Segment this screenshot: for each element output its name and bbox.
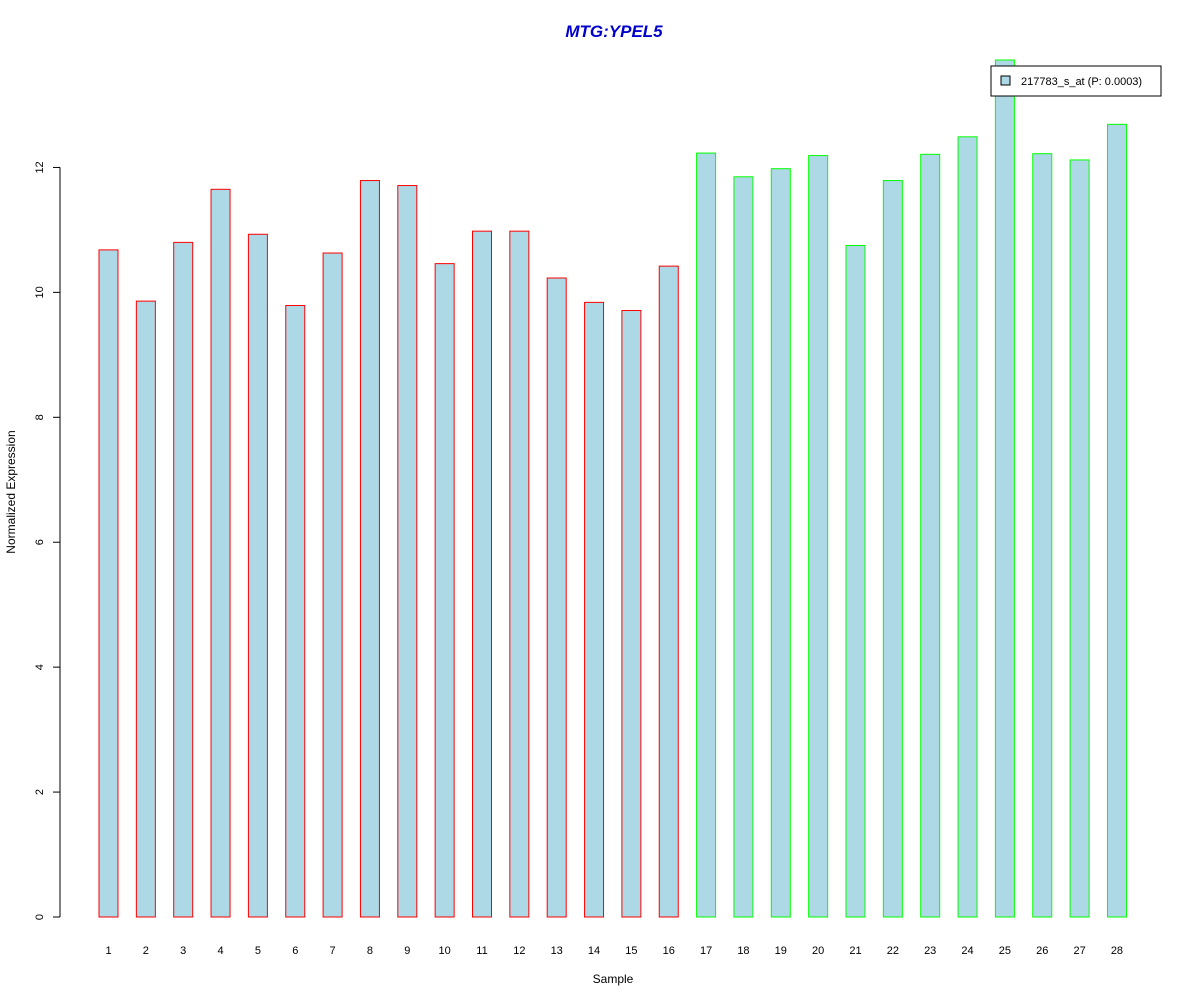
bar-sample-16 (658, 265, 679, 918)
bar-sample-24 (957, 136, 978, 918)
x-tick-label: 23 (924, 945, 936, 957)
x-tick-label: 27 (1073, 945, 1085, 957)
x-tick-label: 4 (217, 945, 223, 957)
chart-title: MTG:YPEL5 (565, 22, 663, 41)
bar-sample-13 (546, 277, 567, 918)
x-tick-label: 14 (588, 945, 600, 957)
x-axis-label: Sample (593, 972, 634, 986)
bar-sample-23 (920, 153, 941, 918)
x-tick-label: 22 (887, 945, 899, 957)
x-tick-label: 11 (476, 945, 487, 957)
bar-sample-22 (882, 180, 903, 918)
bars (98, 59, 1127, 918)
bar-sample-7 (322, 252, 343, 918)
legend-box (990, 65, 1162, 97)
y-tick-label: 6 (34, 539, 46, 545)
x-tick-label: 7 (330, 945, 336, 957)
bar-sample-18 (733, 176, 754, 918)
x-tick-label: 10 (439, 945, 451, 957)
y-axis-label: Normalized Expression (4, 430, 18, 553)
y-tick-label: 4 (34, 664, 46, 670)
bar-sample-27 (1069, 159, 1090, 918)
x-tick-label: 8 (367, 945, 373, 957)
x-tick-label: 21 (849, 945, 861, 957)
x-tick-label: 19 (775, 945, 787, 957)
y-tick-label: 10 (34, 286, 46, 298)
bar-sample-28 (1106, 123, 1127, 918)
x-tick-label: 5 (255, 945, 261, 957)
bar-sample-19 (770, 168, 791, 918)
x-tick-label: 18 (737, 945, 749, 957)
bar-sample-25 (994, 59, 1015, 918)
x-tick-label: 2 (143, 945, 149, 957)
y-tick-label: 2 (34, 789, 46, 795)
legend-label: 217783_s_at (P: 0.0003) (1021, 76, 1142, 88)
legend: 217783_s_at (P: 0.0003) (990, 65, 1162, 97)
x-tick-label: 28 (1111, 945, 1123, 957)
y-tick-label: 12 (34, 161, 46, 173)
legend-swatch (1000, 75, 1011, 86)
bar-sample-21 (845, 245, 866, 918)
bar-sample-20 (808, 155, 829, 918)
y-axis: 0 2 4 6 8 10 12 (34, 161, 61, 920)
bar-sample-1 (98, 249, 119, 918)
y-tick-label: 0 (34, 914, 46, 920)
bar-sample-12 (509, 230, 530, 918)
x-tick-label: 17 (700, 945, 712, 957)
bar-sample-15 (621, 309, 642, 918)
y-tick-label: 8 (34, 414, 46, 420)
x-tick-label: 9 (404, 945, 410, 957)
x-tick-label: 24 (961, 945, 973, 957)
x-tick-label: 1 (105, 945, 111, 957)
x-tick-label: 16 (663, 945, 675, 957)
x-tick-label: 20 (812, 945, 824, 957)
bar-sample-3 (173, 241, 194, 918)
bar-sample-10 (434, 263, 455, 918)
bar-sample-26 (1032, 153, 1053, 918)
x-tick-label: 3 (180, 945, 186, 957)
bar-sample-6 (285, 304, 306, 918)
x-tick-label: 15 (625, 945, 637, 957)
x-axis: 1 2 3 4 5 6 7 8 9 10 11 12 13 14 15 16 17 18 19 20 21 22 23 24 2… (105, 945, 1123, 957)
bar-sample-17 (696, 152, 717, 918)
bar-sample-4 (210, 188, 231, 918)
bar-sample-14 (584, 301, 605, 918)
x-tick-label: 12 (513, 945, 525, 957)
bar-sample-9 (397, 185, 418, 918)
x-tick-label: 26 (1036, 945, 1048, 957)
x-tick-label: 25 (999, 945, 1011, 957)
bar-sample-11 (472, 230, 492, 918)
bar-sample-2 (135, 300, 156, 918)
bar-sample-5 (247, 233, 268, 918)
x-tick-label: 6 (292, 945, 298, 957)
x-tick-label: 13 (551, 945, 563, 957)
bar-sample-8 (359, 180, 380, 918)
